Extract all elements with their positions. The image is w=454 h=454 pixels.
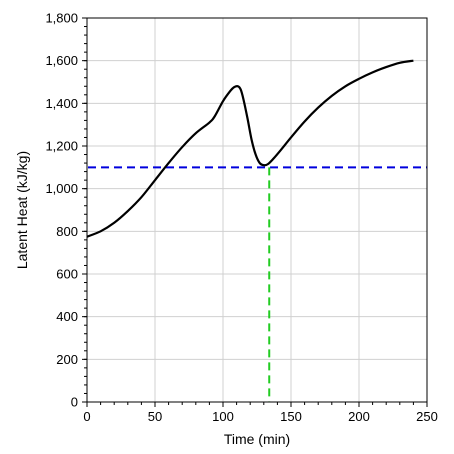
y-tick-label: 0 xyxy=(71,395,78,410)
y-tick-label: 1,200 xyxy=(45,139,78,154)
reference-lines xyxy=(88,166,427,402)
x-tick-label: 150 xyxy=(280,409,302,424)
series-line-0 xyxy=(86,59,414,238)
y-tick-label: 600 xyxy=(56,267,78,282)
grid-lines xyxy=(87,18,427,402)
y-tick-label: 1,800 xyxy=(45,11,78,26)
x-tick-labels: 0 50 100 150 200 250 xyxy=(83,409,437,424)
x-tick-label: 250 xyxy=(416,409,438,424)
data-series xyxy=(86,59,414,238)
y-tick-label: 1,400 xyxy=(45,96,78,111)
x-axis-title: Time (min) xyxy=(224,431,290,447)
y-tick-labels: 0 200 400 600 800 1,000 1,200 1,400 1,600 1,800 xyxy=(45,11,78,410)
y-axis-title: Latent Heat (kJ/kg) xyxy=(14,151,30,269)
x-tick-label: 50 xyxy=(148,409,162,424)
plot-frame xyxy=(86,17,428,403)
x-tick-label: 0 xyxy=(83,409,90,424)
y-tick-label: 200 xyxy=(56,352,78,367)
axis-ticks xyxy=(82,17,428,407)
x-tick-label: 100 xyxy=(212,409,234,424)
y-tick-label: 800 xyxy=(56,224,78,239)
y-tick-label: 1,600 xyxy=(45,53,78,68)
y-tick-label: 400 xyxy=(56,309,78,324)
y-tick-label: 1,000 xyxy=(45,181,78,196)
x-tick-label: 200 xyxy=(348,409,370,424)
